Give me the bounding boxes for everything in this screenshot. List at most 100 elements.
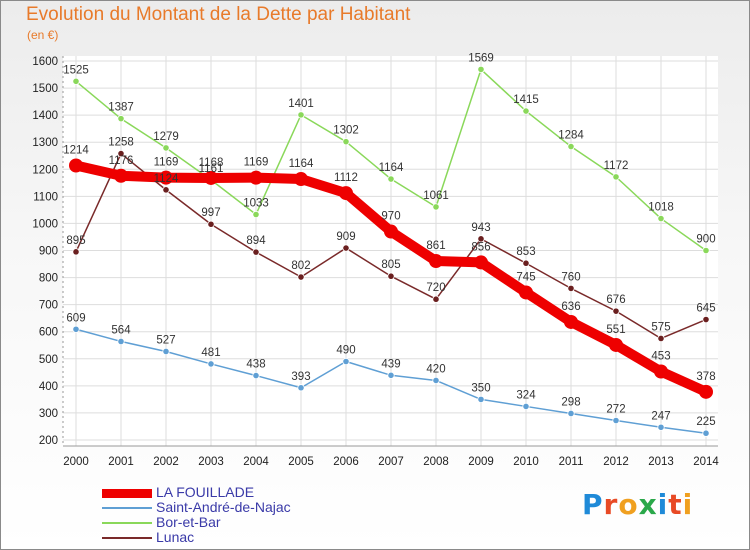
data-label: 1018 — [648, 202, 674, 214]
data-point — [564, 314, 578, 329]
data-label: 490 — [336, 344, 355, 356]
data-label: 527 — [156, 334, 175, 346]
data-label: 1061 — [423, 190, 449, 202]
legend-label-la-fouillade: LA FOUILLADE — [156, 484, 255, 500]
legend-swatch-la-fouillade — [102, 489, 152, 498]
logo-letter: i — [657, 488, 669, 521]
data-point — [702, 315, 710, 324]
data-label: 609 — [66, 312, 85, 324]
data-label: 1415 — [513, 94, 539, 106]
data-point — [654, 364, 668, 379]
data-label: 853 — [516, 246, 535, 258]
y-tick-label: 500 — [39, 354, 58, 366]
data-point — [522, 107, 530, 115]
x-tick-label: 2004 — [243, 456, 269, 468]
data-label: 645 — [696, 303, 715, 315]
data-point — [567, 409, 575, 418]
data-label: 895 — [66, 235, 85, 247]
data-label: 636 — [561, 301, 580, 313]
data-point — [342, 357, 350, 366]
data-label: 1258 — [108, 137, 134, 149]
y-tick-label: 1100 — [33, 191, 58, 203]
x-tick-label: 2003 — [198, 456, 224, 468]
data-point — [69, 158, 83, 173]
data-label: 802 — [291, 260, 310, 272]
data-point — [297, 111, 305, 119]
y-tick-label: 600 — [39, 327, 58, 339]
y-tick-label: 1300 — [32, 137, 58, 149]
data-label: 1169 — [244, 157, 269, 169]
data-point — [297, 384, 305, 392]
legend-swatch-saint-andre — [102, 507, 152, 509]
chart-title: Evolution du Montant de la Dette par Hab… — [26, 4, 411, 25]
data-label: 1172 — [604, 160, 629, 172]
data-label: 1387 — [108, 102, 134, 114]
x-tick-label: 2007 — [378, 456, 404, 468]
x-tick-label: 2014 — [693, 456, 719, 468]
data-point — [387, 272, 395, 280]
x-tick-label: 2001 — [108, 456, 134, 468]
data-point — [612, 307, 620, 315]
data-label: 1169 — [154, 157, 179, 169]
data-label: 760 — [561, 271, 580, 283]
data-point — [159, 170, 173, 185]
data-point — [657, 423, 665, 431]
data-point — [252, 210, 260, 219]
data-point — [162, 347, 170, 356]
data-point — [519, 285, 533, 300]
data-point — [432, 295, 440, 303]
data-point — [429, 254, 443, 269]
data-point — [117, 115, 125, 123]
data-point — [522, 402, 530, 411]
data-point — [162, 186, 170, 194]
data-point — [207, 360, 215, 368]
data-point — [72, 325, 80, 333]
data-label: 1164 — [289, 158, 314, 170]
data-point — [117, 337, 125, 346]
data-label: 970 — [381, 211, 400, 223]
legend-label-bor-et-bar: Bor-et-Bar — [156, 514, 221, 530]
data-point — [477, 395, 485, 403]
data-label: 393 — [291, 371, 310, 383]
data-label: 551 — [606, 324, 625, 336]
data-label: 1168 — [199, 157, 224, 169]
data-label: 575 — [651, 321, 670, 333]
data-label: 453 — [651, 351, 670, 363]
data-point — [477, 65, 485, 73]
logo-letter: i — [682, 488, 694, 521]
logo-letter: P — [582, 488, 604, 521]
data-point — [387, 371, 395, 379]
data-label: 298 — [561, 396, 580, 408]
data-label: 324 — [516, 389, 536, 401]
y-tick-label: 400 — [39, 381, 58, 393]
data-label: 1112 — [334, 172, 358, 184]
proxiti-logo: Proxiti — [582, 488, 693, 521]
data-label: 378 — [696, 371, 715, 383]
data-label: 894 — [246, 235, 266, 247]
data-label: 1124 — [154, 173, 179, 185]
y-tick-label: 1400 — [32, 110, 58, 122]
data-label: 720 — [426, 282, 445, 294]
line-chart: 200 300 400 500 600 700 800 900 1000 1100 1200 1300… — [32, 52, 719, 468]
data-point — [432, 203, 440, 211]
y-tick-label: 1000 — [32, 218, 58, 230]
data-point — [207, 220, 215, 228]
data-label: 350 — [471, 382, 490, 394]
data-point — [117, 149, 125, 158]
y-tick-label: 900 — [39, 246, 58, 258]
data-label: 1164 — [379, 162, 404, 174]
data-label: 1401 — [288, 98, 314, 110]
data-point — [204, 170, 218, 185]
y-tick-label: 800 — [39, 273, 58, 285]
data-point — [612, 416, 620, 425]
data-label: 997 — [201, 207, 220, 219]
x-tick-label: 2000 — [63, 456, 89, 468]
x-tick-label: 2011 — [559, 456, 584, 468]
data-label: 676 — [606, 294, 625, 306]
data-point — [342, 138, 350, 146]
data-point — [432, 376, 440, 385]
legend-swatch-bor-et-bar — [102, 522, 152, 524]
data-label: 420 — [426, 363, 445, 375]
data-label: 900 — [696, 234, 715, 246]
data-label: 1525 — [63, 64, 89, 76]
